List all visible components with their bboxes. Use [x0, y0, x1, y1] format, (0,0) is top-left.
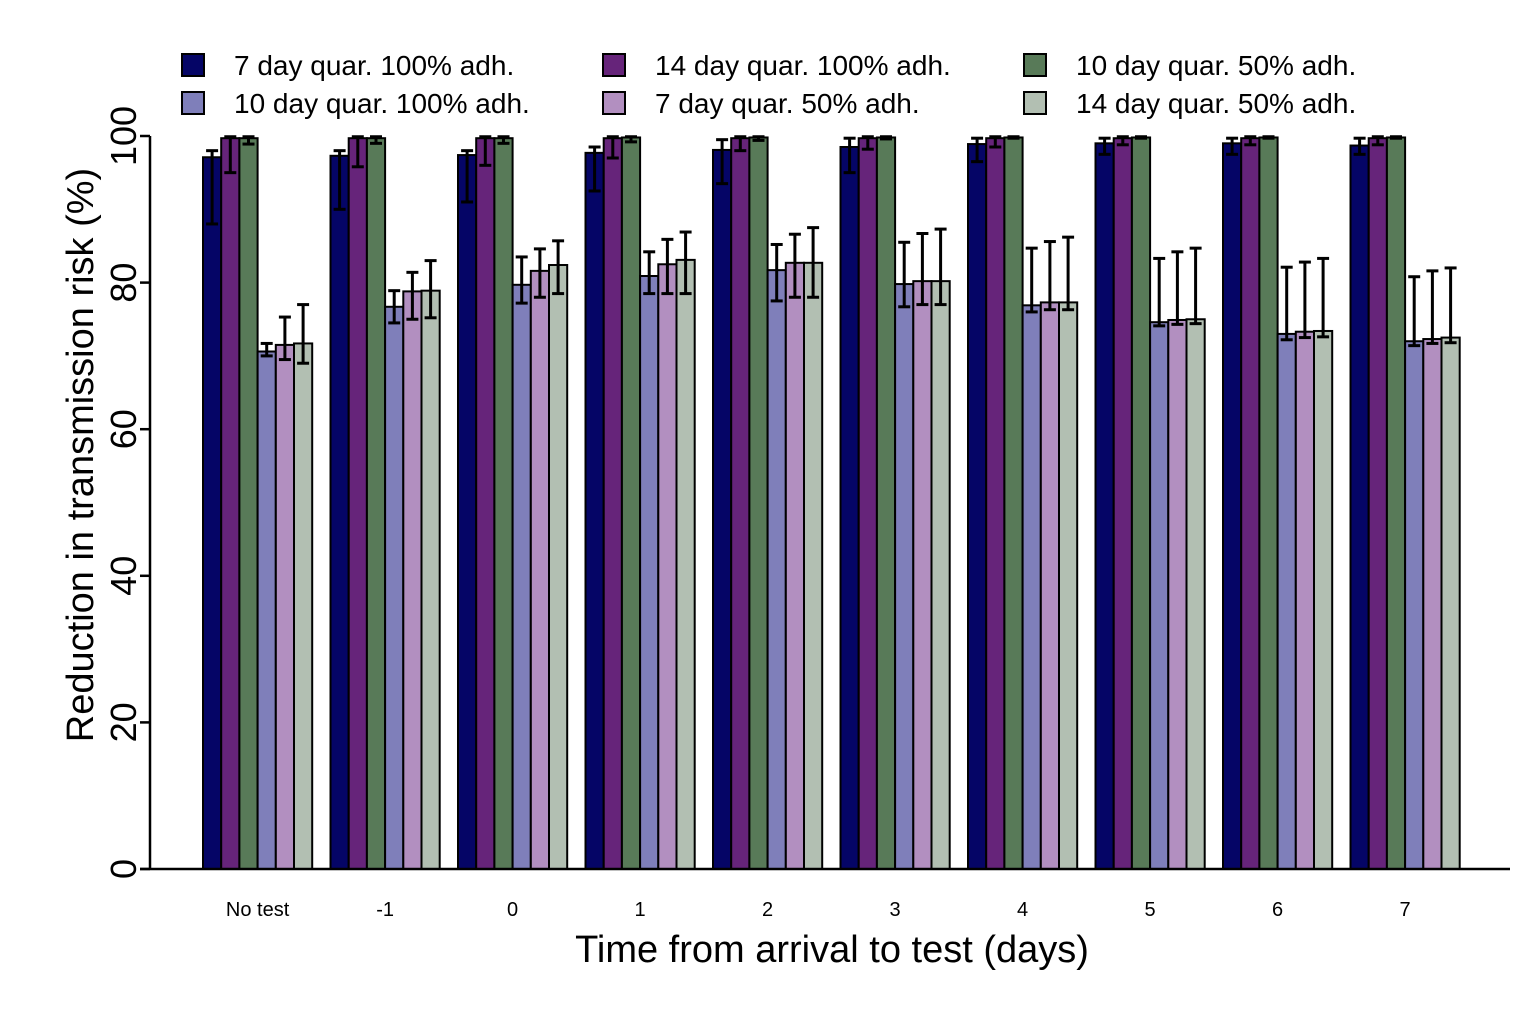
- bar: [1385, 136, 1407, 870]
- bar: [712, 148, 733, 870]
- bar: [548, 264, 569, 870]
- legend-label: 7 day quar. 50% adh.: [655, 88, 920, 119]
- legend-swatch: [1023, 91, 1047, 115]
- bar: [1240, 137, 1261, 871]
- x-tick-label: 6: [1272, 899, 1283, 921]
- legend-label: 7 day quar. 100% adh.: [234, 50, 514, 81]
- bar: [985, 137, 1006, 871]
- bar: [675, 258, 696, 870]
- bar: [1422, 338, 1443, 870]
- bar: [293, 342, 314, 870]
- legend-swatch: [1023, 53, 1047, 77]
- bar: [1149, 321, 1170, 870]
- y-tick-label: 60: [103, 409, 144, 449]
- legend: 7 day quar. 100% adh. 10 day quar. 100% a…: [181, 50, 1356, 119]
- bar: [803, 261, 824, 870]
- x-tick-label: 1: [635, 899, 646, 921]
- y-tick-label: 80: [103, 263, 144, 303]
- bar: [347, 137, 368, 871]
- bar: [256, 350, 277, 870]
- bar: [1367, 137, 1388, 871]
- x-tick-label: 4: [1017, 899, 1028, 921]
- bar: [639, 275, 660, 870]
- bar: [967, 143, 988, 871]
- y-tick-label: 100: [103, 106, 144, 166]
- legend-label: 14 day quar. 50% adh.: [1076, 88, 1356, 119]
- x-tick-label: 7: [1400, 899, 1411, 921]
- bar: [384, 305, 405, 870]
- x-tick-label: 5: [1145, 899, 1156, 921]
- bar: [602, 137, 623, 871]
- bar: [766, 269, 787, 871]
- bar: [1130, 136, 1152, 870]
- bar: [930, 280, 951, 871]
- bar: [1404, 340, 1425, 870]
- x-axis-title: Time from arrival to test (days): [575, 929, 1089, 971]
- bar: [784, 261, 805, 870]
- error-bars-layer: [206, 135, 1457, 365]
- bars-layer: [202, 136, 1461, 871]
- x-tick-label: 2: [762, 899, 773, 921]
- bar: [748, 136, 769, 870]
- bar: [1058, 301, 1079, 870]
- bar: [365, 137, 387, 871]
- bar: [894, 283, 915, 871]
- bar: [529, 269, 550, 870]
- bar: [1349, 144, 1370, 871]
- bar: [1003, 136, 1024, 870]
- bar: [329, 154, 350, 870]
- bar: [857, 137, 878, 871]
- bar: [1440, 336, 1461, 870]
- bar: [839, 145, 860, 870]
- bar: [511, 283, 532, 870]
- bar: [730, 137, 751, 871]
- legend-label: 10 day quar. 100% adh.: [234, 88, 530, 119]
- legend-label: 10 day quar. 50% adh.: [1076, 50, 1356, 81]
- bar: [420, 289, 441, 870]
- legend-swatch: [602, 53, 626, 77]
- bar: [402, 290, 423, 870]
- bar: [1112, 137, 1133, 871]
- bar: [475, 137, 496, 871]
- y-axis-title: Reduction in transmission risk (%): [60, 168, 102, 742]
- x-tick-label: No test: [226, 899, 290, 921]
- bar: [1167, 318, 1188, 871]
- legend-swatch: [602, 91, 626, 115]
- bar: [1094, 142, 1115, 870]
- bar: [1276, 332, 1297, 871]
- bar: [1294, 330, 1316, 870]
- axes-layer: No test -1 0 1 2 3 4 5 6 7 0 20 40 60 80 100: [103, 106, 1510, 921]
- bar: [493, 137, 514, 871]
- y-tick-label: 40: [103, 556, 144, 596]
- legend-label: 14 day quar. 100% adh.: [655, 50, 951, 81]
- bar: [1039, 301, 1061, 870]
- bar: [220, 137, 241, 871]
- bar: [584, 151, 605, 870]
- bar: [1185, 318, 1206, 870]
- bar: [912, 280, 933, 871]
- y-tick-label: 20: [103, 702, 144, 742]
- x-tick-label: 3: [890, 899, 901, 921]
- legend-swatch: [181, 91, 205, 115]
- bar: [1313, 329, 1334, 870]
- bar: [238, 137, 259, 871]
- x-tick-label: 0: [507, 899, 518, 921]
- legend-swatch: [181, 53, 205, 77]
- y-tick-label: 0: [103, 859, 144, 879]
- bar: [457, 154, 478, 871]
- bar: [1021, 304, 1042, 870]
- bar: [620, 136, 642, 870]
- bar: [202, 156, 223, 870]
- bar: [274, 343, 295, 870]
- x-tick-label: -1: [376, 899, 394, 921]
- bar: [657, 263, 678, 870]
- bar: [875, 136, 897, 870]
- bar: [1258, 136, 1279, 870]
- bar: [1222, 142, 1243, 870]
